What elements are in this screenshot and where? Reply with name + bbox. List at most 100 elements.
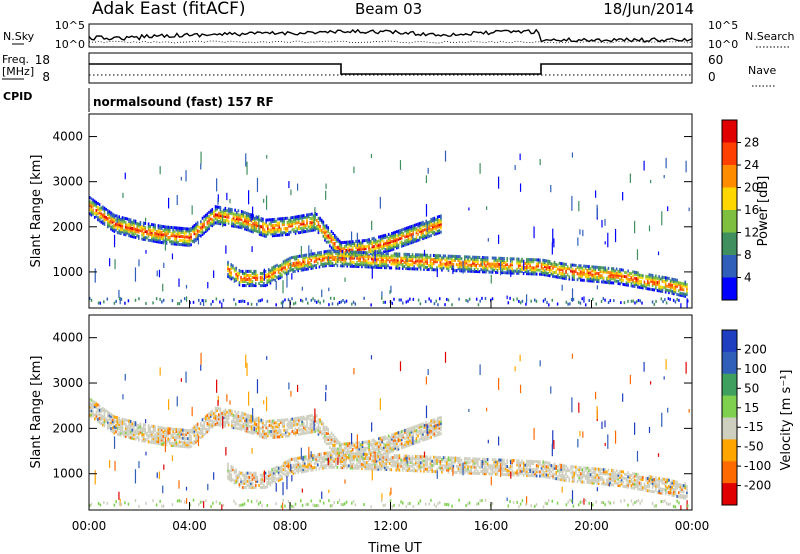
velocity-cell [162,426,165,430]
power-cell [517,269,520,273]
velocity-cell [314,423,316,427]
power-cell [407,240,410,244]
power-cell [300,268,303,272]
power-cell [159,236,161,240]
velocity-cell [340,444,343,448]
power-cell [377,263,380,267]
power-cell [418,238,421,242]
power-cell [594,269,597,273]
power-cell [319,218,321,222]
power-cell [385,262,388,266]
power-cell [415,229,418,233]
power-cell [396,238,398,242]
power-cell [565,266,567,270]
power-cell [467,259,469,263]
power-cell [337,245,339,249]
power-cell [467,263,469,267]
power-cell [388,266,391,270]
power-cell [591,279,593,283]
power-cell [379,259,381,263]
power-ground-cell [340,300,343,304]
power-cell [366,238,369,242]
velocity-cell [139,430,142,434]
power-cell [407,236,410,240]
power-cell [186,241,189,245]
power-streak [134,267,137,282]
power-cell [95,200,98,204]
power-cell [664,276,667,280]
power-cell [423,234,426,238]
power-cell [392,235,395,239]
velocity-cell [167,437,169,441]
power-cell [208,214,210,218]
power-cell [160,236,163,240]
power-cell [597,272,600,276]
power-ground-cell [259,299,262,303]
velocity-cell [250,475,252,479]
power-cell [666,284,669,288]
velocity-cell [208,426,210,430]
velocity-cell [149,434,152,438]
velocity-cell [222,420,225,424]
velocity-cell [255,429,258,433]
power-cell [496,268,499,272]
velocity-cell [430,431,432,435]
power-cell [201,222,204,226]
power-cell [369,265,371,269]
power-cell [370,261,373,265]
power-cell [219,210,222,214]
power-cell [219,206,222,210]
power-cell [403,264,406,268]
power-cell [302,266,304,270]
velocity-cell [296,422,299,426]
velocity-cell [167,427,169,431]
power-cell [426,255,429,259]
velocity-cell [141,431,143,435]
power-cell [627,277,629,281]
power-cell [324,224,326,228]
power-cell [124,217,127,221]
power-cell [610,271,613,275]
power-cell [415,227,418,231]
power-ground-cell [672,298,675,302]
power-ground-cell [467,299,469,303]
power-cell [185,241,187,245]
nave-tick-top: 60 [708,53,723,67]
power-streak [481,258,483,267]
power-cell [651,284,654,288]
velocity-cell [435,433,437,437]
power-cell [475,270,478,274]
velocity-cell [235,426,238,430]
velocity-cell [347,448,349,452]
power-cell [491,268,494,272]
power-ground-cell [620,301,622,305]
power-cell [90,201,93,205]
power-cell [411,267,414,271]
power-cell [661,289,664,293]
power-ground-cell [481,296,483,300]
power-cell [284,265,286,269]
velocity-cell [368,445,370,449]
power-ground-cell [639,299,641,303]
power-cell [431,231,434,235]
power-cell [674,282,677,286]
power-cell [245,215,248,219]
velocity-cell [392,445,395,449]
power-cell [274,274,277,278]
power-cell [240,269,242,273]
power-cell [177,234,179,238]
power-cell [384,250,387,254]
power-cell [655,280,657,284]
velocity-cell [139,426,142,430]
power-cell [599,268,602,272]
power-cell [668,276,670,280]
power-cell [265,220,267,224]
velocity-cell [271,421,274,425]
velocity-cell [89,409,91,413]
power-cell [262,221,264,225]
power-cell [561,264,564,268]
velocity-cell [227,423,230,427]
velocity-cell [243,479,246,483]
power-cell [254,273,257,277]
velocity-cell [208,422,210,426]
